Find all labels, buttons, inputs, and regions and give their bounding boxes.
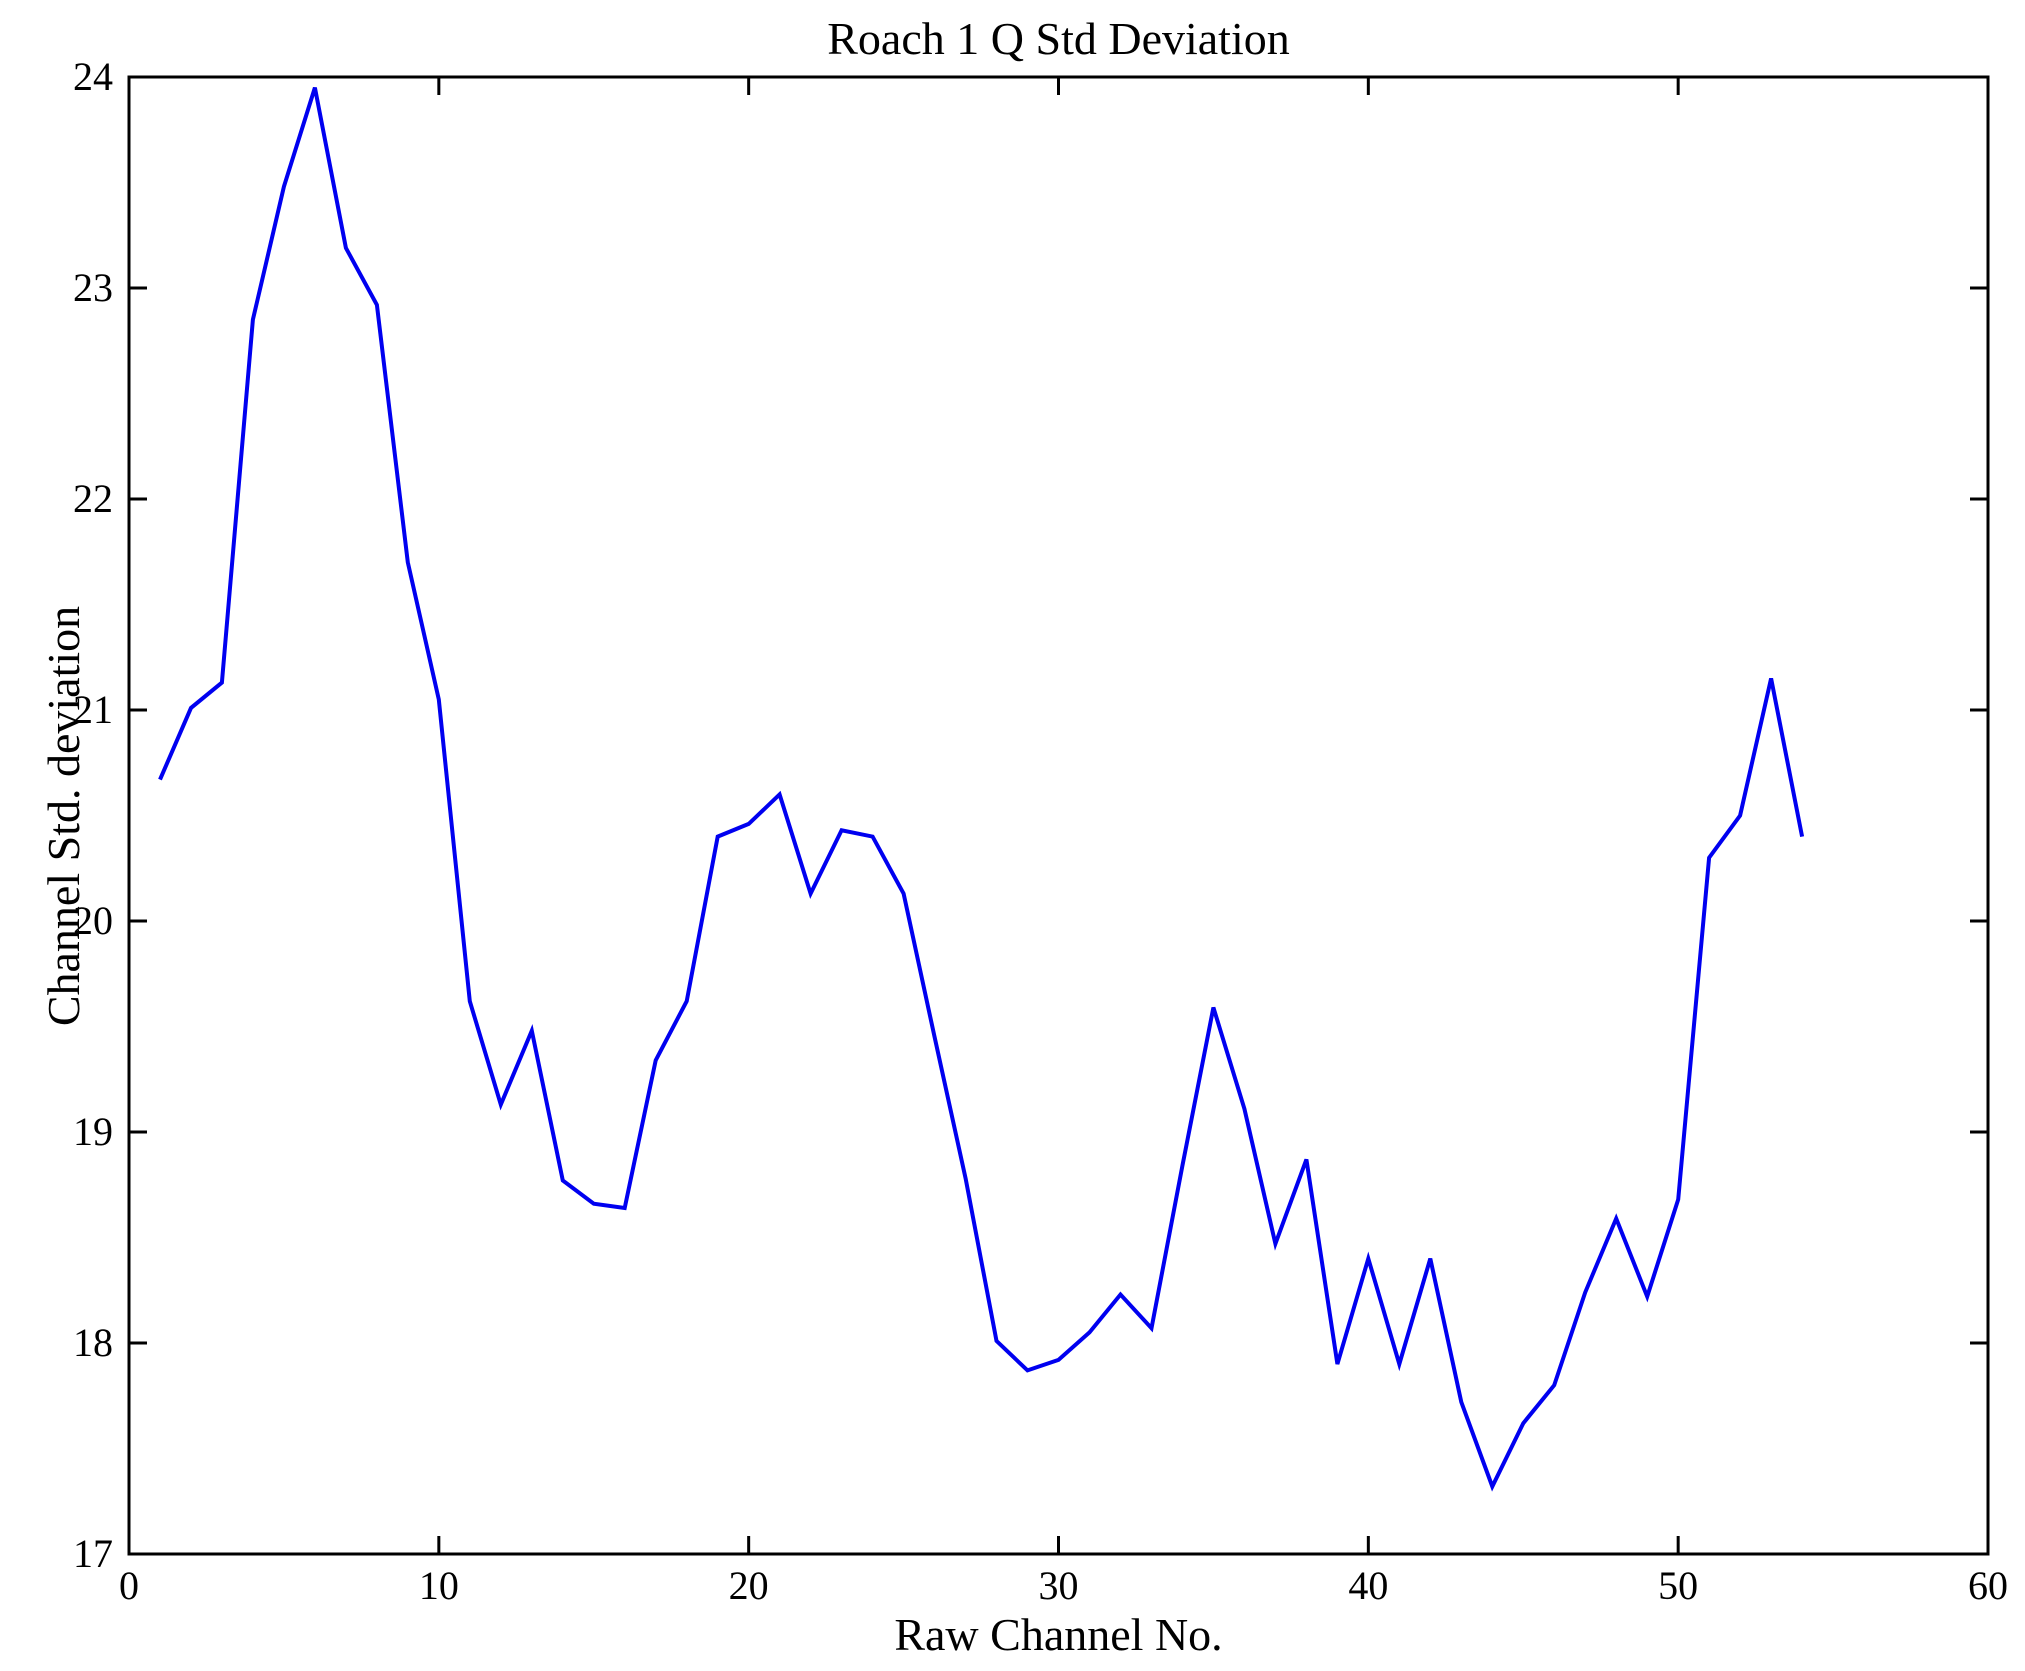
y-tick-label: 24	[73, 54, 113, 99]
x-tick-label: 60	[1968, 1563, 2008, 1608]
y-tick-label: 20	[73, 898, 113, 943]
y-axis-label: Channel Std. deviation	[38, 605, 89, 1027]
x-tick-label: 0	[119, 1563, 139, 1608]
x-tick-label: 50	[1658, 1563, 1699, 1608]
x-tick-label: 20	[728, 1563, 769, 1608]
y-tick-label: 19	[73, 1109, 113, 1154]
chart-title: Roach 1 Q Std Deviation	[827, 13, 1290, 64]
x-axis-label: Raw Channel No.	[894, 1609, 1223, 1660]
plot-box	[127, 75, 1990, 1556]
y-tick-label: 17	[73, 1531, 113, 1576]
y-tick-label: 18	[73, 1320, 113, 1365]
data-line	[158, 87, 1805, 1492]
y-tick-label: 21	[73, 687, 113, 732]
y-tick-label: 23	[73, 265, 113, 310]
y-tick-label: 22	[73, 476, 113, 521]
x-tick-label: 10	[418, 1563, 459, 1608]
x-tick-label: 40	[1348, 1563, 1389, 1608]
x-tick-label: 30	[1038, 1563, 1079, 1608]
